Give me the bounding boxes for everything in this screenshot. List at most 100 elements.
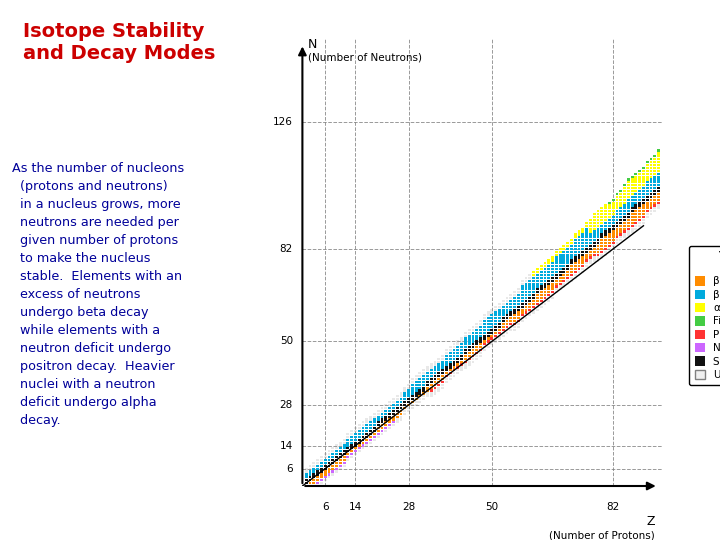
Bar: [547, 286, 550, 288]
Bar: [407, 398, 410, 400]
Bar: [638, 201, 641, 204]
Bar: [566, 242, 569, 244]
Bar: [562, 265, 565, 267]
Bar: [438, 372, 440, 374]
Bar: [577, 256, 580, 259]
Bar: [657, 187, 660, 189]
Bar: [589, 222, 592, 224]
Bar: [422, 389, 425, 392]
Bar: [604, 207, 607, 210]
Bar: [623, 193, 626, 195]
Bar: [320, 476, 323, 478]
Bar: [582, 251, 584, 253]
Bar: [566, 256, 569, 259]
Bar: [517, 308, 520, 310]
Bar: [623, 219, 626, 221]
Bar: [350, 444, 353, 447]
Bar: [544, 286, 546, 288]
Bar: [479, 338, 482, 340]
Bar: [449, 366, 451, 368]
Bar: [445, 352, 448, 354]
Bar: [521, 286, 523, 288]
Bar: [403, 398, 406, 400]
Bar: [445, 372, 448, 374]
Bar: [593, 245, 595, 247]
Bar: [433, 378, 436, 380]
Bar: [555, 288, 558, 291]
Bar: [600, 233, 603, 235]
Bar: [328, 465, 330, 467]
Bar: [498, 326, 501, 328]
Bar: [403, 413, 406, 415]
Bar: [604, 210, 607, 212]
Bar: [562, 251, 565, 253]
Bar: [320, 470, 323, 472]
Bar: [642, 205, 645, 207]
Bar: [600, 207, 603, 210]
Bar: [600, 248, 603, 250]
Bar: [438, 366, 440, 368]
Bar: [657, 193, 660, 195]
Bar: [441, 357, 444, 360]
Bar: [593, 231, 595, 233]
Bar: [354, 447, 357, 449]
Bar: [551, 288, 554, 291]
Bar: [373, 427, 376, 429]
Bar: [616, 193, 618, 195]
Bar: [634, 187, 637, 189]
Bar: [468, 357, 471, 360]
Bar: [623, 190, 626, 192]
Bar: [475, 340, 478, 342]
Bar: [570, 248, 573, 250]
Bar: [490, 314, 493, 316]
Bar: [487, 335, 490, 337]
Bar: [430, 389, 433, 392]
Bar: [627, 190, 630, 192]
Bar: [517, 326, 520, 328]
Bar: [623, 236, 626, 238]
Bar: [415, 381, 418, 383]
Bar: [475, 352, 478, 354]
Bar: [449, 363, 451, 366]
Bar: [309, 470, 311, 472]
Bar: [638, 225, 641, 227]
Bar: [597, 222, 599, 224]
Bar: [562, 245, 565, 247]
Bar: [657, 150, 660, 152]
Bar: [600, 233, 603, 235]
Bar: [426, 395, 429, 397]
Bar: [616, 210, 618, 212]
Bar: [608, 216, 611, 218]
Bar: [422, 393, 425, 395]
Bar: [532, 282, 535, 285]
Bar: [582, 233, 584, 235]
Bar: [381, 433, 383, 435]
Text: 50: 50: [485, 502, 498, 512]
Bar: [426, 389, 429, 392]
Bar: [324, 476, 327, 478]
Bar: [490, 338, 493, 340]
Bar: [551, 286, 554, 288]
Bar: [335, 465, 338, 467]
Bar: [646, 173, 649, 175]
Bar: [631, 216, 634, 218]
Bar: [343, 450, 346, 453]
Bar: [472, 338, 474, 340]
Bar: [384, 418, 387, 421]
Bar: [623, 193, 626, 195]
Bar: [433, 375, 436, 377]
Bar: [544, 294, 546, 296]
Bar: [612, 245, 615, 247]
Bar: [505, 314, 508, 316]
Bar: [612, 227, 615, 230]
Bar: [468, 355, 471, 357]
Bar: [540, 297, 543, 299]
Bar: [627, 184, 630, 186]
Bar: [505, 300, 508, 302]
Bar: [559, 276, 562, 279]
Bar: [589, 227, 592, 230]
Bar: [305, 470, 307, 472]
Bar: [430, 381, 433, 383]
Bar: [475, 335, 478, 337]
Bar: [433, 372, 436, 374]
